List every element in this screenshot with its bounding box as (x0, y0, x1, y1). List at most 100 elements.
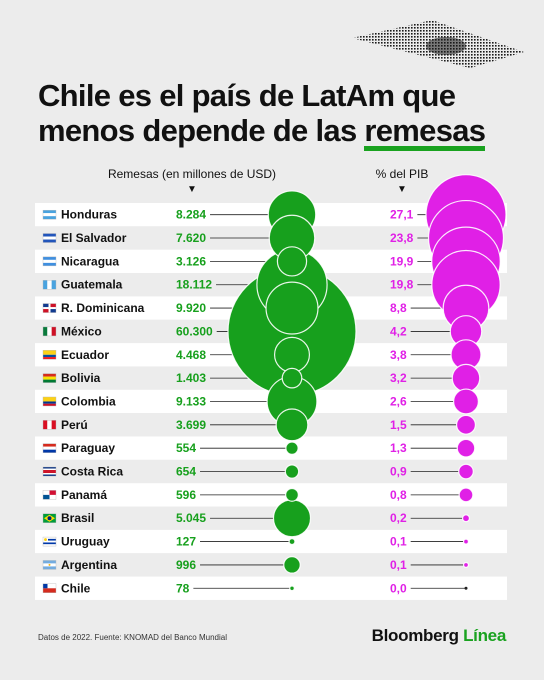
remittance-value-label: 554 (176, 441, 196, 455)
row-labels: Honduras 8.284 27,1 El Salvador 7.620 23,8 Nic… (42, 208, 414, 595)
remittance-value-label: 127 (176, 535, 196, 549)
remittance-value-label: 996 (176, 558, 196, 572)
gdp-bubble (458, 487, 474, 503)
sort-down-icon: ▼ (187, 184, 197, 195)
remittances-column-header: Remesas (en millones de USD) ▼ (104, 167, 280, 197)
source-footnote: Datos de 2022. Fuente: KNOMAD del Banco … (38, 633, 227, 642)
remittance-value-label: 78 (176, 581, 190, 595)
colombia-flag-icon (42, 396, 57, 407)
remittance-bubble (272, 499, 312, 538)
country-label: Brasil (61, 511, 94, 525)
gdp-bubble (453, 388, 479, 415)
gdp-value-label: 0,2 (390, 511, 407, 525)
country-label: El Salvador (61, 231, 127, 245)
title-line-1: Chile es el país de LatAm que (38, 78, 456, 113)
costa-rica-flag-icon (42, 466, 57, 477)
remittance-value-label: 1.403 (176, 371, 206, 385)
country-label: Guatemala (61, 278, 123, 292)
gdp-value-label: 19,9 (390, 254, 414, 268)
remittance-value-label: 3.699 (176, 418, 206, 432)
gdp-bubble (462, 561, 470, 568)
uruguay-flag-icon (42, 536, 57, 547)
gdp-column-header: % del PIB ▼ (362, 167, 442, 197)
honduras-flag-icon (42, 209, 57, 220)
brand-accent: Línea (463, 626, 506, 645)
mexico-flag-icon (42, 326, 57, 337)
paraguay-flag-icon (42, 443, 57, 453)
page-title: Chile es el país de LatAm que menos depe… (38, 78, 486, 151)
remittance-bubble (284, 464, 300, 479)
country-label: Perú (61, 418, 88, 432)
ecuador-flag-icon (42, 350, 57, 360)
gdp-bubble (456, 438, 476, 458)
title-line-2: menos depende de las (38, 113, 365, 148)
gdp-value-label: 0,9 (390, 465, 407, 479)
country-label: Honduras (61, 208, 117, 222)
gdp-value-label: 4,2 (390, 324, 407, 338)
remittance-value-label: 7.620 (176, 231, 206, 245)
country-label: Ecuador (61, 348, 109, 362)
nicaragua-flag-icon (42, 256, 57, 267)
sort-down-icon: ▼ (397, 184, 407, 195)
country-label: Argentina (61, 558, 117, 572)
gdp-anchor-dot (464, 586, 468, 590)
gdp-value-label: 0,1 (390, 535, 407, 549)
dominican-republic-flag-icon (42, 303, 57, 313)
remittance-bubble (265, 281, 319, 335)
gdp-value-label: 1,3 (390, 441, 407, 455)
gdp-bubbles (425, 174, 507, 568)
remittance-value-label: 3.126 (176, 254, 206, 268)
gdp-value-label: 0,1 (390, 558, 407, 572)
remittance-value-label: 8.284 (176, 208, 206, 222)
country-label: México (61, 324, 102, 338)
title-highlight: remesas (364, 115, 486, 151)
country-label: Nicaragua (61, 254, 119, 268)
gdp-bubble (458, 463, 474, 480)
remittance-bubble (283, 556, 301, 574)
gdp-value-label: 0,8 (390, 488, 407, 502)
brazil-flag-icon (42, 513, 57, 523)
gdp-value-label: 1,5 (390, 418, 407, 432)
remittance-bubble (276, 246, 308, 277)
guatemala-flag-icon (42, 280, 57, 290)
remittance-bubble (285, 487, 299, 502)
gdp-bubble (455, 414, 477, 435)
remittance-value-label: 9.133 (176, 394, 206, 408)
gdp-value-label: 2,6 (390, 394, 407, 408)
gdp-header-label: % del PIB (375, 167, 429, 181)
chile-flag-icon (42, 583, 57, 593)
bolivia-flag-icon (42, 373, 57, 383)
gdp-value-label: 8,8 (390, 301, 407, 315)
gdp-value-label: 3,8 (390, 348, 407, 362)
brand-main: Bloomberg (371, 626, 464, 645)
gdp-value-label: 19,8 (390, 278, 414, 292)
remittance-bubble (288, 538, 296, 546)
remittance-bubble (275, 408, 309, 442)
banknote-illustration (352, 20, 524, 68)
gdp-value-label: 23,8 (390, 231, 414, 245)
remittance-value-label: 5.045 (176, 511, 206, 525)
gdp-value-label: 3,2 (390, 371, 407, 385)
country-label: R. Dominicana (61, 301, 145, 315)
remittance-value-label: 654 (176, 465, 196, 479)
remittance-value-label: 4.468 (176, 348, 206, 362)
country-label: Uruguay (61, 535, 110, 549)
remittance-value-label: 60.300 (176, 324, 213, 338)
gdp-value-label: 0,0 (390, 581, 407, 595)
brand-logo: Bloomberg Línea (371, 626, 507, 646)
country-label: Colombia (61, 394, 116, 408)
country-label: Chile (61, 581, 91, 595)
remittance-value-label: 9.920 (176, 301, 206, 315)
gdp-bubble (461, 514, 471, 523)
remittance-bubble (289, 585, 295, 592)
remittances-header-label: Remesas (en millones de USD) (107, 167, 277, 181)
gdp-bubble (462, 538, 470, 545)
remittance-value-label: 596 (176, 488, 196, 502)
argentina-flag-icon (42, 560, 57, 570)
remittance-bubble (281, 367, 303, 389)
remittance-bubble (273, 336, 311, 373)
peru-flag-icon (42, 420, 57, 430)
gdp-value-label: 27,1 (390, 208, 414, 222)
remittance-value-label: 18.112 (176, 278, 212, 292)
